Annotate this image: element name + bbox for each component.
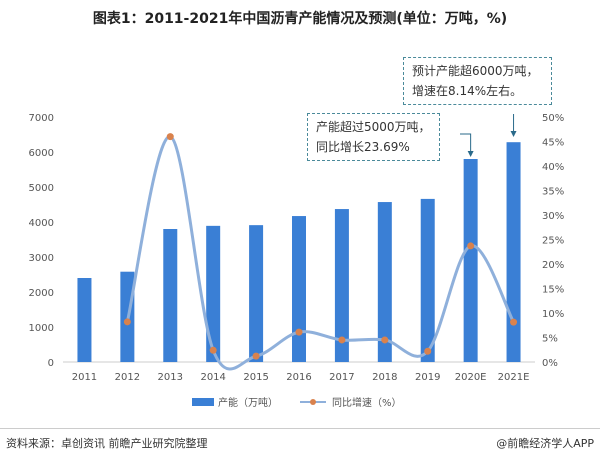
x-tick-label: 2016 (286, 372, 311, 383)
growth-point (424, 347, 432, 355)
legend-bar-label: 产能（万吨） (218, 396, 278, 409)
growth-point (467, 242, 475, 250)
legend-line-marker (310, 399, 316, 405)
annotation-arrow (460, 133, 472, 155)
x-tick-label: 2011 (72, 372, 97, 383)
chart-title: 图表1：2011-2021年中国沥青产能情况及预测(单位：万吨，%) (92, 11, 508, 27)
bar-2019 (420, 198, 435, 362)
bar-2018 (377, 202, 392, 362)
growth-point (166, 133, 174, 141)
y-right-tick-label: 0% (542, 358, 558, 369)
y-right-tick-label: 30% (542, 211, 564, 222)
y-right-tick-label: 20% (542, 260, 564, 271)
y-left-tick-label: 4000 (29, 218, 54, 229)
y-left-tick-label: 0 (48, 358, 54, 369)
y-right-tick-label: 15% (542, 285, 564, 296)
annotation-line: 预计产能超6000万吨， (412, 64, 539, 78)
source-text: 资料来源：卓创资讯 前瞻产业研究院整理 (6, 437, 208, 450)
x-tick-label: 2013 (158, 372, 183, 383)
growth-line (125, 135, 515, 371)
growth-point (209, 346, 217, 354)
bar-2011 (77, 278, 92, 362)
y-right-tick-label: 5% (542, 334, 558, 345)
growth-point (295, 328, 303, 336)
arrow-head-icon (467, 151, 474, 157)
x-tick-label: 2015 (243, 372, 268, 383)
annotation-line: 同比增长23.69% (316, 140, 410, 154)
y-left-tick-label: 6000 (29, 148, 54, 159)
y-left-tick-label: 2000 (29, 288, 54, 299)
y-right-tick-label: 10% (542, 309, 564, 320)
y-right-tick-label: 40% (542, 162, 564, 173)
bar-2014 (206, 225, 221, 362)
annotation-line: 增速在8.14%左右。 (412, 84, 523, 98)
bar-2016 (292, 216, 306, 362)
bar-2017 (334, 209, 349, 362)
y-right-tick-label: 45% (542, 138, 564, 149)
x-tick-label: 2020E (455, 372, 487, 383)
growth-point (123, 318, 131, 326)
bar-2021E (506, 142, 521, 362)
growth-point (510, 318, 518, 326)
brand-text: @前瞻经济学人APP (496, 437, 594, 450)
y-left-tick-label: 5000 (29, 183, 54, 194)
y-right-tick-label: 50% (542, 113, 564, 124)
x-tick-label: 2018 (372, 372, 397, 383)
x-tick-label: 2014 (200, 372, 225, 383)
growth-point (381, 336, 389, 344)
bar-2015 (249, 225, 264, 362)
growth-point (252, 352, 260, 360)
footer: 资料来源：卓创资讯 前瞻产业研究院整理 @前瞻经济学人APP (0, 428, 600, 450)
annotation-2020: 产能超过5000万吨， 同比增长23.69% (307, 113, 440, 161)
growth-point (338, 336, 346, 344)
arrow-head-icon (510, 131, 517, 137)
x-tick-label: 2019 (415, 372, 440, 383)
y-right-tick-label: 35% (542, 187, 564, 198)
y-left-tick-label: 1000 (29, 323, 54, 334)
legend-line-label: 同比增速（%） (332, 396, 402, 409)
x-tick-label: 2012 (115, 372, 140, 383)
annotation-2021: 预计产能超6000万吨， 增速在8.14%左右。 (403, 57, 552, 105)
legend-bar-swatch (192, 398, 214, 406)
chart-svg: 0 1000 2000 3000 4000 5000 6000 7000 0% 5% 10% 15% 2… (29, 113, 565, 409)
annotation-line: 产能超过5000万吨， (316, 120, 431, 134)
y-left-tick-label: 3000 (29, 253, 54, 264)
y-left-tick-label: 7000 (29, 113, 54, 124)
x-tick-label: 2021E (498, 372, 530, 383)
x-tick-label: 2017 (329, 372, 354, 383)
bar-2013 (163, 229, 178, 362)
bar-2020E (463, 159, 478, 362)
y-right-tick-label: 25% (542, 236, 564, 247)
